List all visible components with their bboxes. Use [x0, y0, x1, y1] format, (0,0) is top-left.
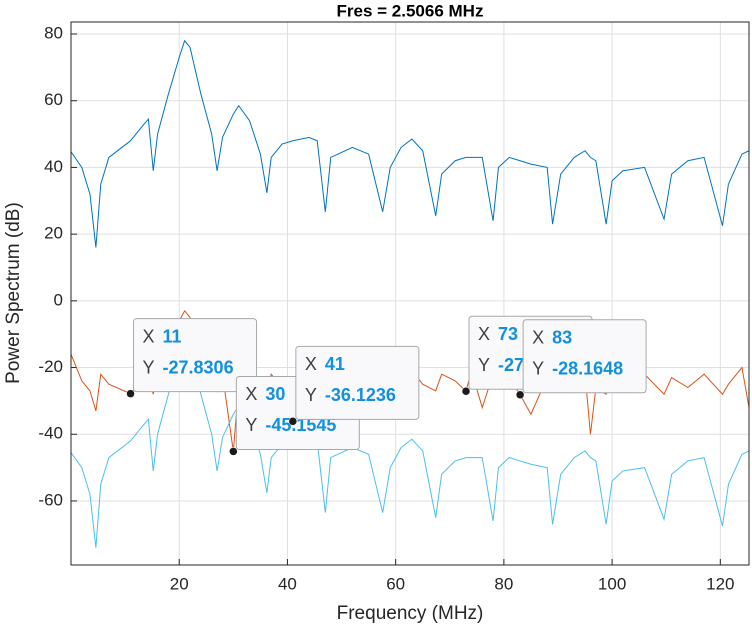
datatip-x-key: X: [143, 326, 155, 346]
datatip: X 41 Y -36.1236: [288, 345, 420, 426]
datatip-y-value: -27.8306: [163, 357, 234, 377]
x-tick-label: 100: [598, 574, 626, 593]
datatip-y-value: -36.1236: [325, 385, 396, 405]
datatip-x-value: 11: [163, 326, 182, 346]
y-tick-label: 20: [44, 224, 63, 243]
datatip-y-key: Y: [532, 359, 544, 379]
datatip-point: [126, 389, 135, 398]
datatip-box: [133, 318, 258, 393]
datatip-x-value: 83: [552, 328, 572, 348]
datatip-y-key: Y: [478, 355, 490, 375]
datatip: X 83 Y -28.1648: [515, 319, 647, 400]
datatip-point: [288, 417, 298, 426]
y-tick-label: -60: [38, 490, 63, 509]
y-tick-label: 0: [54, 290, 63, 309]
datatip-x-value: 30: [265, 384, 285, 404]
x-tick-label: 120: [706, 574, 734, 593]
datatip-point: [461, 386, 471, 396]
datatip-x-value: 73: [498, 324, 518, 344]
datatip-y-key: Y: [305, 385, 317, 405]
datatip-x-key: X: [305, 354, 317, 374]
datatip-box: [522, 319, 647, 394]
x-tick-label: 80: [494, 574, 513, 593]
y-tick-label: 40: [44, 157, 63, 176]
x-tick-label: 60: [386, 574, 405, 593]
y-axis-label: Power Spectrum (dB): [3, 202, 24, 384]
x-axis-label: Frequency (MHz): [337, 603, 484, 624]
y-tick-label: 60: [44, 90, 63, 109]
x-tick-label: 40: [278, 574, 297, 593]
datatip-y-value: -45.1545: [265, 415, 336, 435]
datatip-x-key: X: [478, 324, 490, 344]
y-tick-label: -20: [38, 357, 63, 376]
datatip-x-key: X: [245, 384, 257, 404]
datatip: X 11 Y -27.8306: [126, 318, 258, 398]
y-tick-label: -40: [38, 424, 63, 443]
datatip-y-key: Y: [245, 415, 257, 435]
datatip-y-key: Y: [143, 357, 155, 377]
y-tick-label: 80: [44, 23, 63, 42]
datatip-point: [229, 447, 238, 456]
datatip-x-value: 41: [325, 354, 345, 374]
datatip-box: [295, 345, 420, 420]
datatip-y-value: -28.1648: [552, 359, 623, 379]
datatip-x-key: X: [532, 328, 544, 348]
plot-area: [71, 22, 749, 565]
series-line: [70, 39, 750, 248]
axes-box: [70, 21, 750, 566]
x-tick-label: 20: [170, 574, 189, 593]
datatip-point: [515, 390, 525, 400]
chart-title: Fres = 2.5066 MHz: [337, 1, 484, 20]
